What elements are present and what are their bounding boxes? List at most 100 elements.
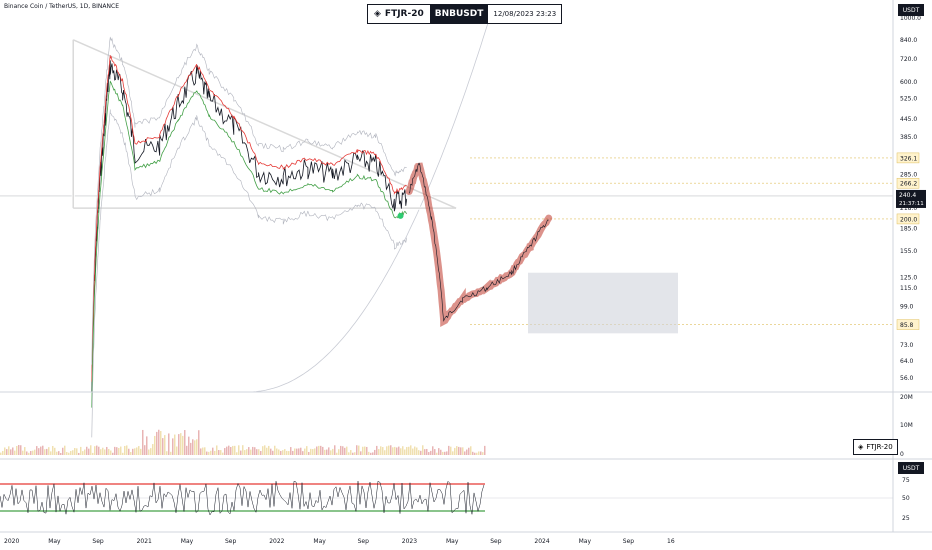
volume-bar (116, 447, 118, 455)
volume-bar (80, 446, 82, 455)
volume-pane (0, 429, 486, 455)
volume-bar (206, 451, 208, 455)
time-tick-label: May (181, 538, 194, 545)
currency-label[interactable]: USDT (898, 4, 924, 16)
volume-bar (244, 450, 246, 455)
volume-bar (382, 447, 384, 455)
volume-bar (16, 445, 18, 455)
volume-bar (220, 450, 222, 455)
price-tick-label: 185.0 (900, 226, 917, 233)
volume-bar (346, 446, 348, 455)
volume-bar (146, 436, 148, 455)
volume-tick-label: 0 (900, 451, 904, 458)
volume-bar (56, 451, 58, 455)
volume-bar (436, 452, 438, 455)
brand-logo: ◈ FTJR-20 (368, 5, 430, 23)
volume-bar (94, 446, 96, 455)
volume-bar (100, 449, 102, 455)
band-lower (91, 109, 407, 438)
volume-bar (148, 449, 150, 455)
volume-bar (292, 450, 294, 455)
volume-bar (330, 450, 332, 455)
ma-green (91, 80, 408, 408)
volume-bar (64, 445, 66, 455)
volume-bar (50, 451, 52, 455)
volume-bar (218, 450, 220, 455)
volume-bar (286, 450, 288, 455)
rsi-tick-label: 75 (902, 477, 910, 484)
volume-bar (344, 447, 346, 455)
target-zone (528, 272, 678, 334)
volume-bar (384, 450, 386, 455)
volume-bar (392, 447, 394, 455)
volume-bar (440, 449, 442, 455)
volume-bar (28, 452, 30, 455)
volume-bar (40, 446, 42, 455)
volume-bar (364, 446, 366, 455)
volume-bar (378, 449, 380, 455)
time-tick-label: Sep (225, 538, 237, 545)
volume-bar (264, 445, 266, 455)
parabolic-curve (246, 6, 494, 393)
volume-bar (352, 452, 354, 455)
volume-bar (160, 430, 162, 455)
volume-bar (184, 430, 186, 455)
volume-bar (324, 449, 326, 455)
volume-bar (68, 452, 70, 455)
volume-bar (304, 448, 306, 455)
volume-bar (466, 449, 468, 455)
volume-bar (46, 448, 48, 455)
volume-bar (102, 447, 104, 455)
volume-bar (180, 433, 182, 455)
volume-bar (122, 452, 124, 455)
volume-bar (340, 445, 342, 455)
volume-bar (238, 445, 240, 455)
volume-bar (212, 447, 214, 455)
volume-bar (408, 446, 410, 455)
volume-bar (44, 449, 46, 455)
volume-bar (270, 448, 272, 455)
price-tick-label: 840.0 (900, 37, 917, 44)
volume-bar (312, 449, 314, 455)
rsi-line (0, 480, 485, 516)
volume-bar (130, 451, 132, 455)
volume-bar (200, 448, 202, 455)
volume-bar (60, 452, 62, 455)
volume-bar (398, 446, 400, 455)
volume-bar (168, 433, 170, 455)
rsi-tick-label: 50 (902, 495, 910, 502)
volume-bar (20, 445, 22, 455)
symbol-badge[interactable]: ◈ FTJR-20 BNBUSDT 12/08/2023 23:23 (367, 4, 563, 24)
volume-bar (456, 446, 458, 455)
volume-bar (414, 446, 416, 455)
volume-bar (430, 450, 432, 455)
volume-bar (124, 445, 126, 455)
volume-bar (268, 445, 270, 455)
volume-bar (298, 448, 300, 455)
diamond-icon: ◈ (858, 443, 864, 451)
level-tag-label: 326.1 (900, 155, 917, 162)
volume-bar (276, 448, 278, 455)
volume-bar (274, 445, 276, 455)
volume-bar (24, 447, 26, 455)
time-tick-label: Sep (490, 538, 502, 545)
volume-bar (306, 446, 308, 455)
band-upper (91, 36, 407, 365)
volume-bar (322, 446, 324, 455)
volume-bar (246, 449, 248, 455)
volume-bar (420, 450, 422, 455)
volume-bar (388, 445, 390, 455)
volume-bar (236, 452, 238, 455)
time-tick-label: Sep (358, 538, 370, 545)
time-tick-label: Sep (92, 538, 104, 545)
volume-bar (22, 450, 24, 455)
volume-bar (82, 451, 84, 455)
currency-label-rsi[interactable]: USDT (898, 462, 924, 474)
time-tick-label: 16 (667, 538, 675, 545)
volume-bar (396, 447, 398, 455)
volume-bar (234, 445, 236, 455)
volume-bar (374, 449, 376, 455)
volume-bar (74, 447, 76, 455)
price-tick-label: 385.0 (900, 134, 917, 141)
time-tick-label: 2023 (402, 538, 417, 545)
